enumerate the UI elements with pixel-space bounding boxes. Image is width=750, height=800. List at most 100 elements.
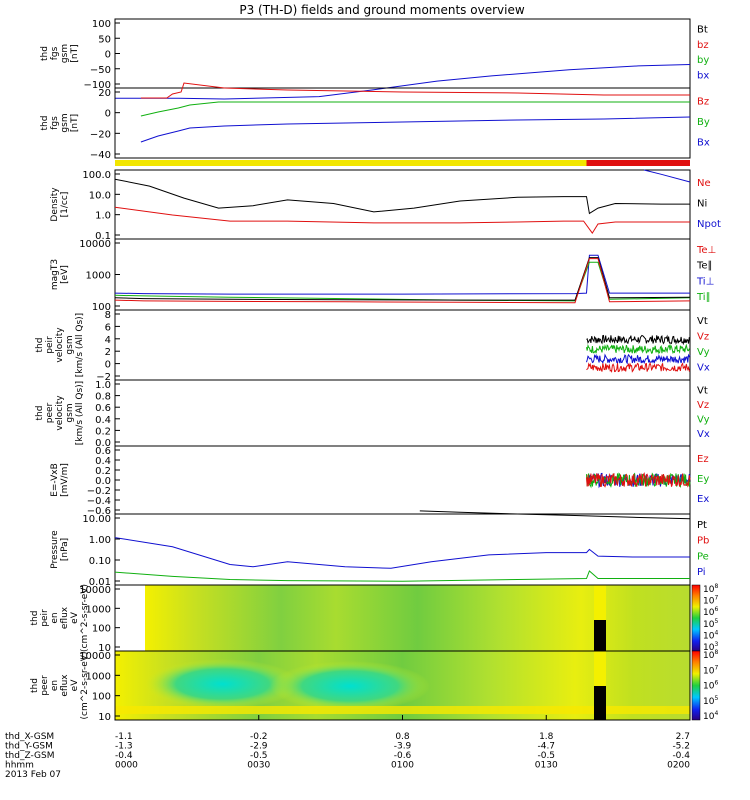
y-tick-label: 0.6: [95, 403, 111, 414]
series-Vy: [586, 343, 691, 355]
y-tick-label: 1.0: [95, 211, 111, 222]
legend-entry: Te⊥: [696, 245, 716, 256]
y-tick-label: 100: [92, 302, 111, 313]
y-tick-label: 100: [92, 19, 111, 30]
series-Pi: [114, 537, 690, 569]
y-tick-label: 4: [105, 335, 111, 346]
spectrogram-fill-gap: [594, 686, 606, 720]
panel-temperature: Te⊥ Te∥ Ti⊥ Ti∥ 10000 1000 100 magT3[eV]: [50, 238, 716, 313]
legend-entry: Bz: [697, 96, 709, 107]
x-tick-label: -3.9: [394, 742, 412, 752]
panel-frame: [114, 169, 691, 240]
spectrogram-fill-gap: [594, 620, 606, 651]
y-tick-label: 100.0: [82, 170, 111, 181]
y-tick-label: 1.0: [95, 380, 111, 391]
y-tick-label: 10000: [79, 239, 111, 250]
y-axis-label: magT3[eV]: [50, 259, 70, 290]
x-tick-label: 1.8: [539, 732, 554, 742]
y-tick-label: 0.4: [95, 415, 111, 426]
spectrogram-gap: [115, 585, 145, 651]
colorbar-tick-label: 106: [703, 680, 718, 692]
y-tick-label: 0.4: [95, 456, 111, 467]
y-axis-label: thdfgsgsm[nT]: [40, 44, 80, 63]
panel-peir_velocity: Vt Vz Vy Vx 86 42 0−2 thdpeirvelocitygsm[km/s (…: [35, 309, 710, 383]
legend-entry: Pt: [697, 520, 707, 531]
legend-entry: Bx: [697, 138, 710, 149]
mode-bar-segment: [586, 160, 690, 166]
y-tick-label: 0.8: [95, 392, 111, 403]
series-Ni: [114, 178, 690, 215]
x-tick-label: -5.2: [672, 742, 690, 752]
series-Vt: [586, 334, 691, 346]
panel-fgs_gse: Bt bz by bx 100 50 0 −50 −100 thdfgsgsm[nT]: [40, 18, 709, 100]
y-tick-label: 1000: [86, 671, 111, 682]
x-tick-label: -0.5: [537, 751, 555, 761]
series-Ez: [586, 472, 691, 488]
legend-entry: Pi: [697, 567, 706, 578]
y-axis-label: thdpeervelocitygsm[km/s (All Qs)]: [35, 381, 85, 445]
x-tick-label: -0.5: [250, 751, 268, 761]
legend-entry: Ex: [697, 494, 709, 505]
y-tick-label: 10000: [79, 651, 111, 662]
panel-frame: [114, 379, 691, 447]
legend-entry: Ne: [697, 178, 711, 189]
y-axis-label: thdfgsgsm[nT]: [40, 113, 80, 132]
x-tick-label: 0.8: [395, 732, 410, 742]
y-tick-label: −40: [90, 150, 111, 161]
panel-pressure: Pt Pb Pe Pi 10.00 1.00 0.10 0.01 Pressure[nPa]: [50, 510, 709, 588]
legend-entry: bz: [697, 40, 709, 51]
colorbar-tick-label: 104: [703, 629, 718, 641]
y-tick-label: 1000: [86, 271, 111, 282]
panel-frame: [114, 18, 691, 89]
legend-entry: Vt: [697, 385, 708, 396]
spectrogram-enhancement: [270, 661, 430, 711]
y-axis-label: Pressure[nPa]: [50, 530, 70, 569]
series-Ne: [114, 206, 690, 234]
y-tick-label: 2: [105, 347, 111, 358]
panels-layer: Btbzbybx100500−50−100thdfgsgsm[nT]BzByBx…: [30, 18, 721, 723]
panel-efield: Ez Ey Ex 0.60.40.20.0−0.2−0.4−0.6 E=-VxB[mV/…: [50, 445, 709, 517]
legend-entry: Ti∥: [696, 292, 711, 303]
panel-frame: [114, 513, 691, 586]
x-tick-label: -4.7: [537, 742, 555, 752]
x-tick-label: 0100: [391, 761, 414, 771]
page-title: P3 (TH-D) fields and ground moments over…: [239, 3, 524, 17]
y-tick-label: −2: [96, 372, 111, 383]
y-tick-label: −20: [90, 129, 111, 140]
x-row-label: thd_X-GSM: [5, 732, 54, 742]
legend-entry: Vx: [697, 429, 710, 440]
y-tick-label: −50: [90, 65, 111, 76]
legend-entry: Vz: [697, 331, 709, 342]
mode-bar-segment: [115, 160, 587, 166]
series-Te⊥: [114, 258, 691, 304]
x-row-label: thd_Z-GSM: [5, 751, 54, 761]
y-tick-label: 0.2: [95, 426, 111, 437]
y-tick-label: 1.00: [89, 535, 111, 546]
legend-entry: Vz: [697, 400, 709, 411]
legend-entry: Pb: [697, 536, 709, 547]
colorbar-tick-label: 108: [703, 583, 718, 595]
colorbar-tick-label: 106: [703, 606, 718, 618]
colorbar: [691, 650, 701, 721]
y-tick-label: 1000: [86, 604, 111, 615]
series-Bz: [140, 82, 690, 99]
series-Ti⊥: [114, 254, 690, 295]
y-tick-label: −0.4: [87, 496, 111, 507]
y-tick-label: 20: [98, 88, 111, 99]
x-tick-label: 0000: [115, 761, 138, 771]
legend-entry: by: [697, 55, 709, 66]
y-tick-label: 6: [105, 322, 111, 333]
x-tick-label: -0.4: [672, 751, 690, 761]
panel-density: Ne Ni Npot 100.0 10.0 1.0 0.1 Density[1/cc]: [50, 169, 721, 242]
x-tick-label: 0200: [667, 761, 690, 771]
x-tick-label: -1.3: [115, 742, 133, 752]
x-tick-label: -0.4: [115, 751, 133, 761]
y-axis-label: thdpeirvelocitygsm[km/s (All Qs)]: [35, 313, 85, 377]
y-tick-label: 100: [92, 624, 111, 635]
legend-entry: Ni: [697, 199, 707, 210]
legend-entry: Vt: [697, 316, 708, 327]
legend-entry: Ti⊥: [696, 276, 714, 287]
x-tick-label: 2.7: [676, 732, 690, 742]
panel-peer_velocity: Vt Vz Vy Vx 1.00.80.60.40.20.0 thdpeervelocit…: [35, 379, 710, 449]
